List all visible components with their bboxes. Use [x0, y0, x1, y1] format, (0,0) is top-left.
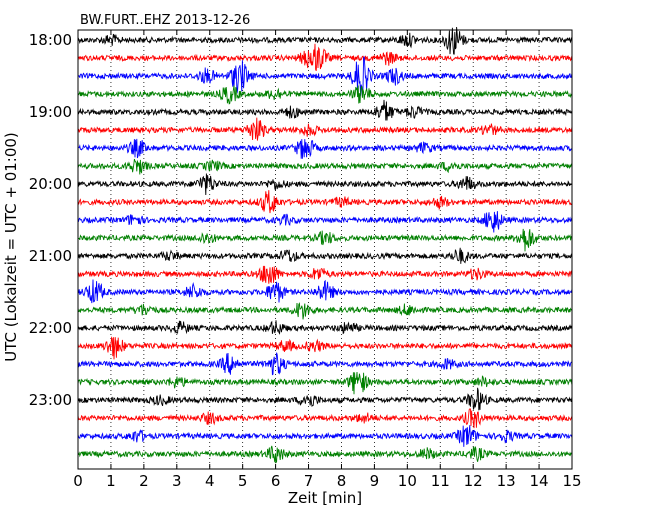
- seismic-trace: [77, 445, 572, 464]
- seismic-trace: [77, 279, 573, 304]
- seismic-trace: [77, 352, 572, 376]
- seismic-trace: [77, 56, 573, 97]
- chart-title: BW.FURT..EHZ 2013-12-26: [80, 13, 250, 28]
- x-tick-label: 4: [205, 472, 215, 490]
- x-tick-label: 13: [497, 472, 516, 490]
- x-tick-label: 15: [562, 472, 581, 490]
- seismic-trace: [77, 138, 573, 159]
- x-tick-label: 1: [106, 472, 116, 490]
- seismic-trace: [77, 320, 573, 335]
- x-tick-label: 7: [304, 472, 314, 490]
- seismic-trace: [77, 158, 573, 175]
- x-tick-label: 5: [238, 472, 248, 490]
- x-tick-label: 6: [271, 472, 281, 490]
- x-tick-label: 2: [139, 472, 149, 490]
- seismic-trace: [77, 85, 573, 105]
- x-tick-label: 10: [398, 472, 417, 490]
- x-axis-label: Zeit [min]: [288, 489, 362, 507]
- x-tick-label: 0: [73, 472, 83, 490]
- seismic-trace: [77, 99, 573, 121]
- seismic-trace: [77, 425, 573, 447]
- seismic-trace: [77, 43, 573, 72]
- seismic-trace: [77, 173, 573, 196]
- x-tick-label: 12: [464, 472, 483, 490]
- x-tick-label: 3: [172, 472, 182, 490]
- y-tick-label: 18:00: [29, 31, 72, 49]
- seismic-trace: [77, 387, 573, 411]
- y-tick-label: 19:00: [29, 103, 72, 121]
- seismic-trace: [77, 247, 573, 264]
- y-axis: 18:00 19:00 20:00 21:00 22:00 23:00: [29, 31, 572, 409]
- seismic-trace: [77, 408, 573, 429]
- seismic-trace: [77, 302, 573, 320]
- seismic-trace: [77, 336, 573, 360]
- seismic-trace: [77, 190, 572, 214]
- trace-group: [77, 26, 573, 464]
- x-tick-label: 14: [530, 472, 549, 490]
- seismic-trace: [77, 211, 573, 233]
- y-axis-label: UTC (Lokalzeit = UTC + 01:00): [2, 132, 20, 362]
- seismic-trace: [77, 265, 573, 284]
- seismic-trace: [78, 228, 572, 252]
- x-axis: 0 1 2 3 4 5 6 7 8 9 10 11 12 13 14 15: [73, 30, 582, 490]
- y-tick-label: 20:00: [29, 175, 72, 193]
- x-tick-label: 8: [337, 472, 347, 490]
- seismic-trace: [77, 371, 573, 395]
- seismic-trace: [77, 117, 573, 141]
- x-tick-label: 11: [431, 472, 450, 490]
- y-tick-label: 22:00: [29, 319, 72, 337]
- seismic-trace: [77, 26, 573, 55]
- plot-frame: [77, 29, 573, 470]
- x-tick-label: 9: [370, 472, 380, 490]
- y-tick-label: 23:00: [29, 391, 72, 409]
- y-tick-label: 21:00: [29, 247, 72, 265]
